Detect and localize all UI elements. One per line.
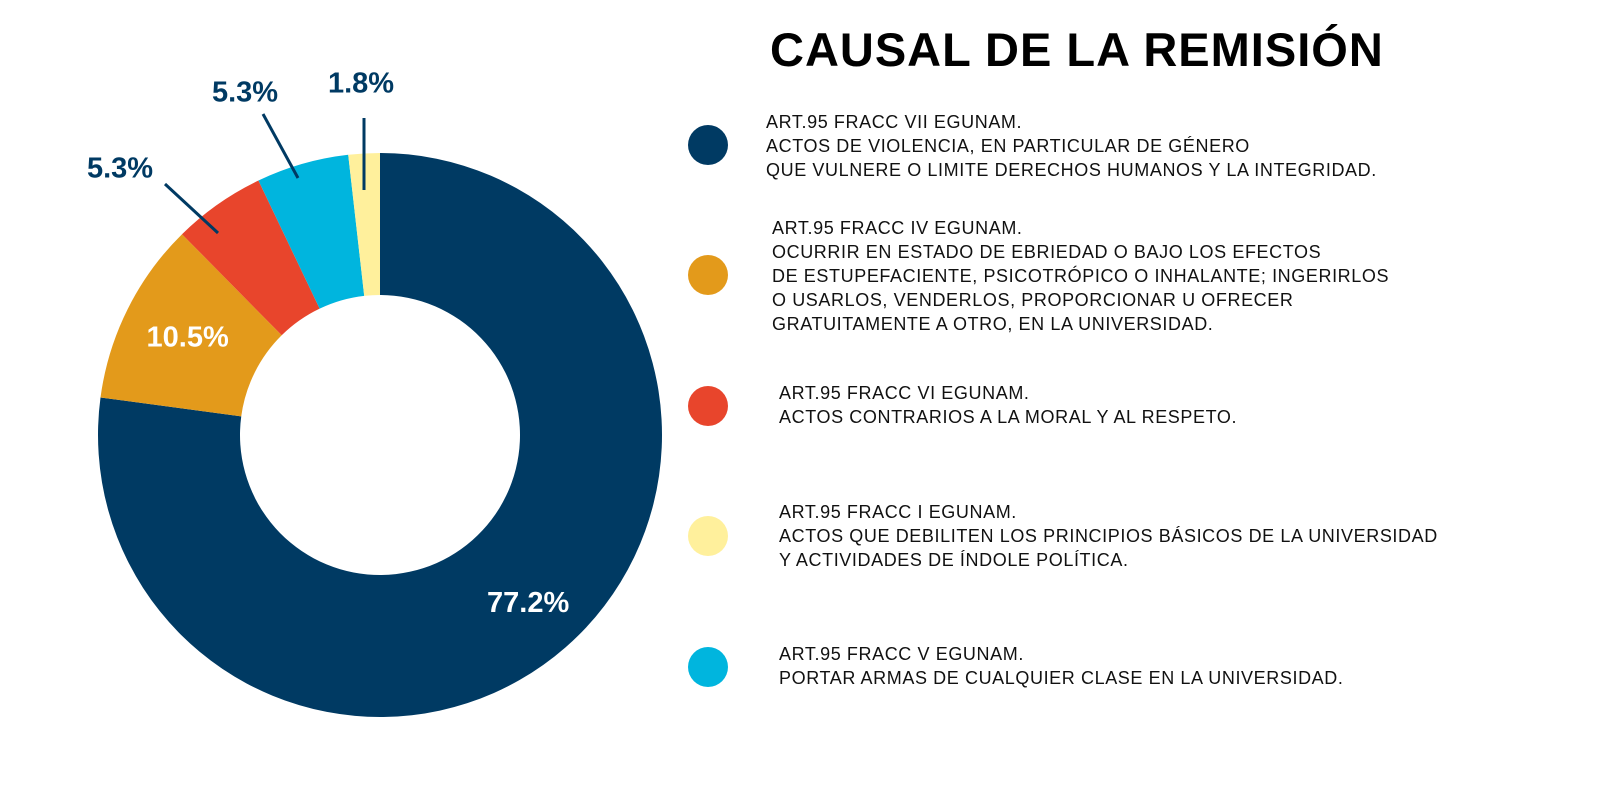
leader-line-3 — [261, 113, 300, 179]
legend-text-3: ART.95 FRACC I EGUNAM. ACTOS QUE DEBILITE… — [779, 500, 1438, 572]
legend-line: QUE VULNERE O LIMITE DERECHOS HUMANOS Y … — [766, 160, 1377, 180]
legend-line: ACTOS DE VIOLENCIA, EN PARTICULAR DE GÉN… — [766, 136, 1250, 156]
legend-text-1: ART.95 FRACC IV EGUNAM. OCURRIR EN ESTADO… — [772, 216, 1389, 336]
slice-label-2: 5.3% — [87, 153, 153, 185]
slice-1 — [100, 234, 282, 417]
legend-line: O USARLOS, VENDERLOS, PROPORCIONAR U OFR… — [772, 290, 1294, 310]
slice-0 — [98, 153, 662, 717]
legend-dot-0 — [688, 125, 728, 165]
legend-dot-3 — [688, 516, 728, 556]
legend-line: DE ESTUPEFACIENTE, PSICOTRÓPICO O INHALA… — [772, 266, 1390, 286]
slice-label-0: 77.2% — [487, 587, 569, 619]
legend-line: OCURRIR EN ESTADO DE EBRIEDAD O BAJO LOS… — [772, 242, 1322, 262]
legend-line: ART.95 FRACC VI EGUNAM. — [779, 383, 1030, 403]
chart-title: CAUSAL DE LA REMISIÓN — [770, 23, 1384, 76]
slice-4 — [348, 153, 380, 296]
legend-line: GRATUITAMENTE A OTRO, EN LA UNIVERSIDAD. — [772, 314, 1214, 334]
slice-label-4: 1.8% — [328, 68, 394, 100]
slice-label-1: 10.5% — [147, 322, 229, 354]
slice-3 — [258, 154, 365, 309]
legend-dot-1 — [688, 255, 728, 295]
donut-chart: 77.2% 10.5% 5.3% 5.3% 1.8% — [87, 68, 662, 717]
legend-dot-4 — [688, 647, 728, 687]
legend-text-4: ART.95 FRACC V EGUNAM. PORTAR ARMAS DE CU… — [779, 642, 1343, 690]
legend-line: ART.95 FRACC V EGUNAM. — [779, 644, 1024, 664]
legend-line: ART.95 FRACC I EGUNAM. — [779, 502, 1017, 522]
legend-line: PORTAR ARMAS DE CUALQUIER CLASE EN LA UN… — [779, 668, 1344, 688]
slice-label-3: 5.3% — [212, 77, 278, 109]
legend-line: ART.95 FRACC IV EGUNAM. — [772, 218, 1023, 238]
legend-line: ACTOS CONTRARIOS A LA MORAL Y AL RESPETO… — [779, 407, 1238, 427]
slice-2 — [182, 180, 320, 336]
legend-line: ART.95 FRACC VII EGUNAM. — [766, 112, 1023, 132]
legend-dot-2 — [688, 386, 728, 426]
legend-text-2: ART.95 FRACC VI EGUNAM. ACTOS CONTRARIOS … — [779, 381, 1237, 429]
leader-line-2 — [163, 182, 220, 235]
legend-text-0: ART.95 FRACC VII EGUNAM. ACTOS DE VIOLENC… — [766, 110, 1377, 182]
legend-line: ACTOS QUE DEBILITEN LOS PRINCIPIOS BÁSIC… — [779, 526, 1438, 546]
legend-line: Y ACTIVIDADES DE ÍNDOLE POLÍTICA. — [779, 550, 1129, 570]
